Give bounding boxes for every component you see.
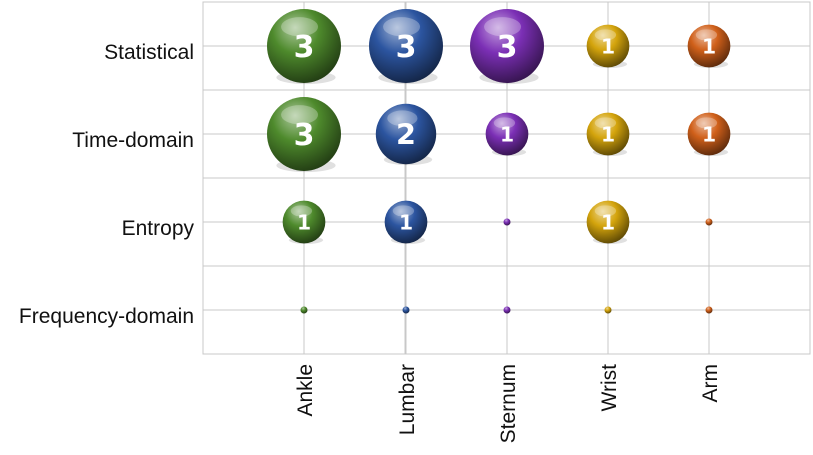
bubble: 3 xyxy=(369,9,443,85)
bubble-mark xyxy=(586,200,630,244)
bubble-highlight xyxy=(594,29,617,41)
data-label: 3 xyxy=(497,30,518,65)
bubble-mark xyxy=(267,97,341,171)
bubbles: 3 3 1 3 2 1 3 1 1 1 1 1 1 xyxy=(267,9,731,314)
bubble-mark xyxy=(604,306,612,314)
bubble-mark xyxy=(282,200,326,244)
bubble xyxy=(705,306,713,314)
y-tick-label: Entropy xyxy=(122,217,195,240)
bubble-mark xyxy=(485,112,529,156)
bubble: 3 xyxy=(267,9,341,85)
bubble-highlight xyxy=(281,105,319,125)
y-tick-label: Statistical xyxy=(104,41,194,64)
bubble-mark xyxy=(687,112,731,156)
bubble xyxy=(300,306,308,314)
bubble: 1 xyxy=(586,200,630,245)
x-tick-label: Wrist xyxy=(598,364,621,412)
data-label: 2 xyxy=(396,117,416,151)
x-tick-label: Arm xyxy=(699,364,722,403)
data-label: 1 xyxy=(601,210,615,234)
bubble: 2 xyxy=(375,103,437,166)
x-tick-label: Ankle xyxy=(294,364,317,417)
bubble: 3 xyxy=(267,97,341,173)
bubble: 1 xyxy=(687,112,731,157)
bubble-mark xyxy=(687,24,731,68)
bubble-mark xyxy=(402,306,410,314)
bubble-highlight xyxy=(594,205,617,217)
data-label: 1 xyxy=(601,122,615,146)
x-tick-label: Lumbar xyxy=(396,364,419,435)
bubble xyxy=(402,306,410,314)
data-label: 3 xyxy=(294,30,315,65)
bubble xyxy=(503,306,511,314)
bubble xyxy=(503,218,511,226)
bubble-highlight xyxy=(484,17,522,37)
data-label: 1 xyxy=(500,122,514,146)
data-label: 1 xyxy=(702,122,716,146)
bubble-mark xyxy=(503,218,511,226)
bubble-highlight xyxy=(387,110,418,127)
bubble-highlight xyxy=(383,17,421,37)
bubble-mark xyxy=(375,103,437,165)
bubble-mark xyxy=(503,306,511,314)
data-label: 1 xyxy=(297,210,311,234)
x-axis-labels: Ankle Lumbar Sternum Wrist Arm xyxy=(294,364,722,444)
bubble-highlight xyxy=(695,117,718,129)
bubble-mark xyxy=(384,200,428,244)
data-label: 3 xyxy=(396,30,417,65)
data-label: 3 xyxy=(294,118,315,153)
bubble-highlight xyxy=(493,117,516,129)
bubble-mark xyxy=(705,306,713,314)
bubble xyxy=(705,218,713,226)
bubble-highlight xyxy=(695,29,718,41)
y-axis-labels: Statistical Time-domain Entropy Frequency-d… xyxy=(19,41,195,328)
bubble-mark xyxy=(470,9,544,83)
data-label: 1 xyxy=(601,34,615,58)
bubble-highlight xyxy=(392,205,415,217)
bubble: 3 xyxy=(470,9,544,85)
bubble: 1 xyxy=(485,112,529,157)
bubble-mark xyxy=(300,306,308,314)
bubble-mark xyxy=(586,24,630,68)
y-tick-label: Frequency-domain xyxy=(19,305,194,328)
bubble: 1 xyxy=(687,24,731,69)
x-tick-label: Sternum xyxy=(497,364,520,443)
bubble: 1 xyxy=(282,200,326,245)
bubble-mark xyxy=(369,9,443,83)
plot-border xyxy=(202,1,811,355)
bubble-mark xyxy=(267,9,341,83)
bubble-mark xyxy=(586,112,630,156)
bubble-highlight xyxy=(594,117,617,129)
bubble: 1 xyxy=(384,200,428,245)
bubble-highlight xyxy=(281,17,319,37)
bubble-highlight xyxy=(290,205,313,217)
bubble: 1 xyxy=(586,24,630,69)
bubble: 1 xyxy=(586,112,630,157)
bubble xyxy=(604,306,612,314)
bubble-mark xyxy=(705,218,713,226)
y-tick-label: Time-domain xyxy=(72,129,194,152)
data-label: 1 xyxy=(702,34,716,58)
data-label: 1 xyxy=(399,210,413,234)
